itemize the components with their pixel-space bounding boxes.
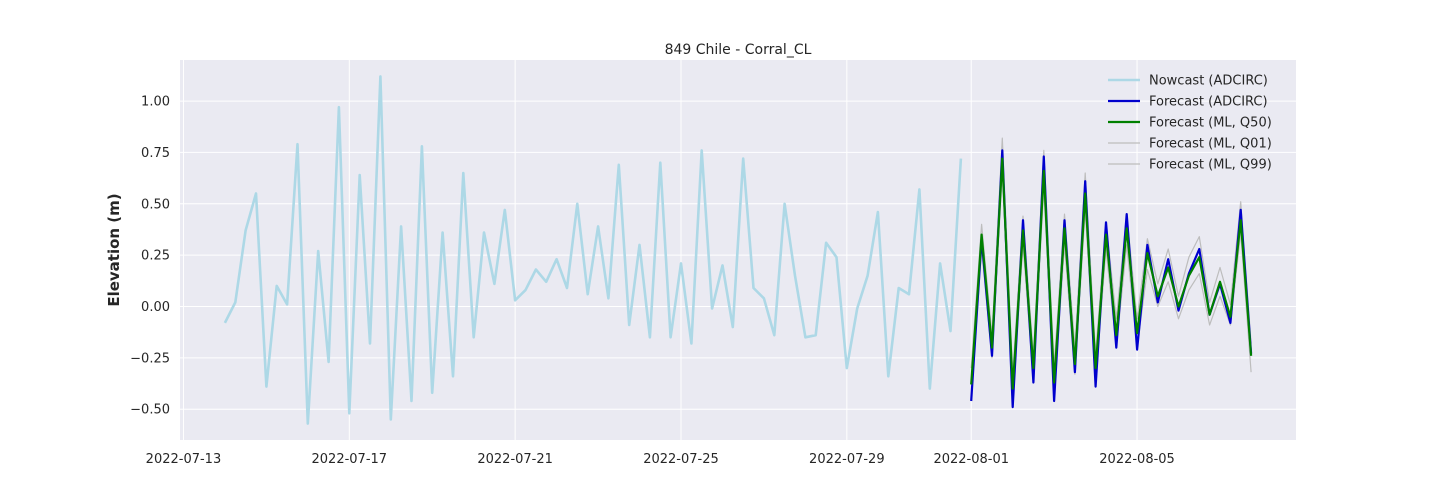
- y-tick-label: −0.25: [130, 351, 170, 366]
- y-tick-label: 0.50: [141, 197, 170, 212]
- x-tick-label: 2022-07-17: [312, 452, 388, 467]
- series-line-0: [223, 75, 963, 425]
- y-tick-label: 0.25: [141, 249, 170, 264]
- legend-label: Forecast (ML, Q01): [1149, 137, 1272, 152]
- y-tick-label: 1.00: [141, 95, 170, 110]
- x-tick-label: 2022-08-05: [1099, 452, 1175, 467]
- x-tick-label: 2022-08-01: [933, 452, 1009, 467]
- x-axis-ticks: 2022-07-13 2022-07-17 2022-07-21 2022-07-25…: [146, 452, 1175, 467]
- series-line-2: [970, 157, 1253, 390]
- chart-title: 849 Chile - Corral_CL: [665, 42, 812, 58]
- y-tick-label: 0.00: [141, 300, 170, 315]
- y-axis-ticks: −0.50 −0.25 0.00 0.25 0.50 0.75 1.00: [130, 95, 170, 418]
- y-axis-label: Elevation (m): [105, 193, 123, 306]
- legend-label: Forecast (ML, Q50): [1149, 116, 1272, 131]
- x-tick-label: 2022-07-29: [809, 452, 885, 467]
- legend-label: Forecast (ADCIRC): [1149, 95, 1268, 110]
- x-tick-label: 2022-07-21: [477, 452, 553, 467]
- legend-label: Forecast (ML, Q99): [1149, 158, 1272, 173]
- x-tick-label: 2022-07-13: [146, 452, 222, 467]
- legend-label: Nowcast (ADCIRC): [1149, 74, 1268, 89]
- series-layer: [223, 75, 1253, 425]
- y-tick-label: −0.50: [130, 403, 170, 418]
- y-tick-label: 0.75: [141, 146, 170, 161]
- x-tick-label: 2022-07-25: [643, 452, 719, 467]
- legend: Nowcast (ADCIRC) Forecast (ADCIRC) Forecas…: [1108, 74, 1272, 173]
